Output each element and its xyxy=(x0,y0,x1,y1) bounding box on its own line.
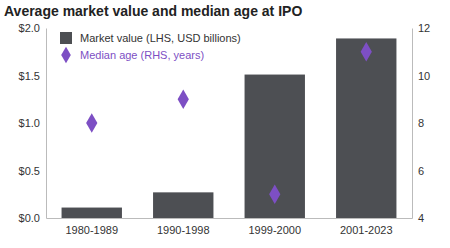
tick: $1.0 xyxy=(19,117,46,129)
point xyxy=(86,113,97,133)
bar xyxy=(336,38,396,218)
tick: 8 xyxy=(412,117,424,129)
tick: 1980-1989 xyxy=(65,218,118,236)
point xyxy=(178,89,189,109)
tick-label: 8 xyxy=(418,117,424,129)
legend-entry: Market value (LHS, USD billions) xyxy=(60,32,241,44)
legend-label: Median age (RHS, years) xyxy=(80,49,204,61)
legend-swatch xyxy=(60,32,72,44)
tick-label: $1.5 xyxy=(19,70,40,82)
legend-label: Market value (LHS, USD billions) xyxy=(80,32,241,44)
tick: 1990-1998 xyxy=(157,218,210,236)
x-axis: 1980-1989 1990-1998 1999-2000 2001-2023 xyxy=(47,218,413,236)
tick-label: $2.0 xyxy=(19,22,40,34)
tick: $0.5 xyxy=(19,165,46,177)
tick: 4 xyxy=(412,212,424,224)
legend-swatch xyxy=(61,47,71,64)
tick-label: 6 xyxy=(418,165,424,177)
legend-entry: Median age (RHS, years) xyxy=(61,47,204,64)
tick: 6 xyxy=(412,165,424,177)
marks xyxy=(62,38,397,218)
tick: 10 xyxy=(412,70,430,82)
tick-label: 2001-2023 xyxy=(340,224,393,236)
tick-label: $0.0 xyxy=(19,212,40,224)
tick-label: 1999-2000 xyxy=(248,224,301,236)
y2-axis: 4 6 8 10 12 xyxy=(412,22,430,224)
axis-line xyxy=(47,218,413,219)
tick: $1.5 xyxy=(19,70,46,82)
tick-label: $0.5 xyxy=(19,165,40,177)
point xyxy=(269,184,280,204)
legend: Market value (LHS, USD billions) Median a… xyxy=(60,32,241,63)
tick-label: 4 xyxy=(418,212,424,224)
chart: Average market value and median age at I… xyxy=(0,0,450,248)
tick-label: 10 xyxy=(418,70,430,82)
axis-line xyxy=(412,29,413,219)
tick-label: 1990-1998 xyxy=(157,224,210,236)
bar xyxy=(245,75,305,218)
tick-label: $1.0 xyxy=(19,117,40,129)
tick: 1999-2000 xyxy=(248,218,301,236)
y-axis: $0.0 $0.5 $1.0 $1.5 $2.0 xyxy=(19,22,47,224)
axis-line xyxy=(46,29,47,219)
tick: 2001-2023 xyxy=(340,218,393,236)
plot: $0.0 $0.5 $1.0 $1.5 $2.0 4 6 8 10 12 1980-1989 1990… xyxy=(19,22,431,236)
point xyxy=(361,42,372,62)
bar xyxy=(62,208,122,218)
tick-label: 1980-1989 xyxy=(65,224,118,236)
tick-label: 12 xyxy=(418,22,430,34)
title: Average market value and median age at I… xyxy=(4,3,302,19)
tick: $0.0 xyxy=(19,212,46,224)
bar xyxy=(153,192,213,218)
tick: $2.0 xyxy=(19,22,46,34)
tick: 12 xyxy=(412,22,430,34)
